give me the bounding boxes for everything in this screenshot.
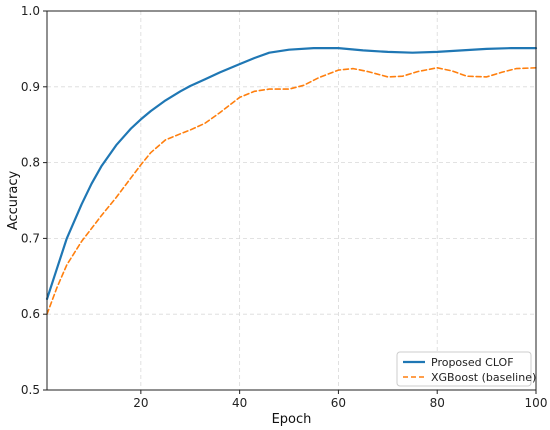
series-line-1 [46, 67, 537, 316]
x-axis-ticks: 20 40 60 80 100 [133, 390, 547, 410]
legend-entry-xgboost-baseline: XGBoost (baseline) [431, 371, 536, 384]
legend: Proposed CLOF XGBoost (baseline) [396, 351, 536, 387]
legend-entry-proposed-clof: Proposed CLOF [431, 356, 514, 369]
x-tick-label: 20 [133, 396, 148, 410]
y-tick-label: 0.6 [21, 307, 40, 321]
y-tick-label: 0.8 [21, 156, 40, 170]
y-axis-ticks: 0.5 0.6 0.7 0.8 0.9 1.0 [21, 4, 47, 397]
grid-lines [47, 10, 537, 391]
y-tick-label: 0.5 [21, 383, 40, 397]
x-tick-label: 40 [232, 396, 247, 410]
series-lines [45, 46, 538, 316]
series-line-0 [45, 46, 538, 301]
y-tick-label: 0.7 [21, 231, 40, 245]
x-axis-label: Epoch [272, 412, 312, 427]
x-tick-label: 80 [430, 396, 445, 410]
y-tick-label: 0.9 [21, 80, 40, 94]
y-axis-label: Accuracy [6, 171, 21, 231]
plot-frame [46, 10, 537, 391]
x-tick-label: 100 [525, 396, 548, 410]
x-tick-label: 60 [331, 396, 346, 410]
y-tick-label: 1.0 [21, 4, 40, 18]
legend-box [396, 351, 532, 387]
